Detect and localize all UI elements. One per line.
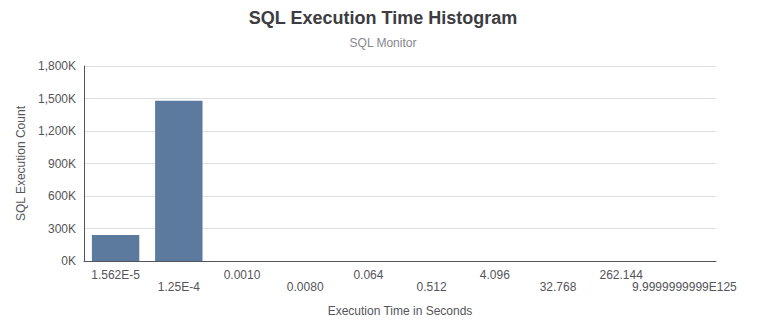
svg-text:300K: 300K <box>48 222 76 236</box>
svg-text:4.096: 4.096 <box>480 268 510 282</box>
svg-text:0.0080: 0.0080 <box>287 280 324 294</box>
svg-text:1.25E-4: 1.25E-4 <box>158 280 200 294</box>
svg-text:262.144: 262.144 <box>599 268 643 282</box>
svg-text:0.0010: 0.0010 <box>224 268 261 282</box>
svg-text:600K: 600K <box>48 189 76 203</box>
svg-text:SQL Execution Count: SQL Execution Count <box>14 105 28 221</box>
svg-text:0.512: 0.512 <box>417 280 447 294</box>
svg-text:SQL Monitor: SQL Monitor <box>350 36 417 50</box>
svg-text:Execution Time in Seconds: Execution Time in Seconds <box>328 304 473 318</box>
svg-text:0.064: 0.064 <box>353 268 383 282</box>
svg-text:1,200K: 1,200K <box>38 124 76 138</box>
svg-text:900K: 900K <box>48 157 76 171</box>
svg-text:9.9999999999E125: 9.9999999999E125 <box>632 280 737 294</box>
svg-text:1.562E-5: 1.562E-5 <box>91 268 140 282</box>
svg-text:SQL Execution Time Histogram: SQL Execution Time Histogram <box>249 8 517 28</box>
svg-text:32.768: 32.768 <box>540 280 577 294</box>
svg-text:1,800K: 1,800K <box>38 59 76 73</box>
svg-text:0K: 0K <box>61 254 76 268</box>
svg-text:1,500K: 1,500K <box>38 92 76 106</box>
